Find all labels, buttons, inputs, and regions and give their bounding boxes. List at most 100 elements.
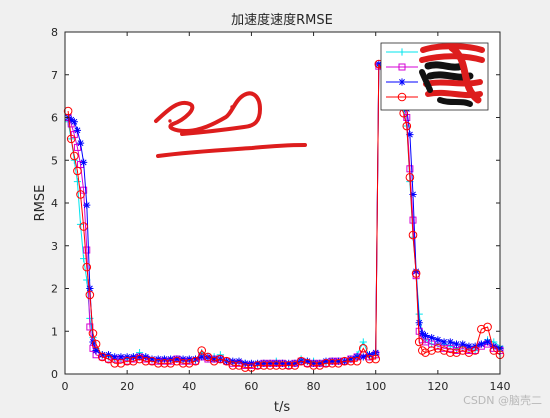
series-4-point (66, 134, 76, 144)
legend-entry-3 (386, 78, 418, 86)
y-tick-label: 7 (51, 69, 58, 82)
series-3-point (260, 359, 268, 367)
series-4-point (191, 356, 200, 366)
series-3-point (322, 357, 330, 365)
legend-scribble-black-2 (419, 69, 473, 107)
series-4-point (166, 359, 175, 368)
series-4-point (209, 356, 219, 366)
series-3-point (191, 355, 200, 363)
series-4-point (352, 356, 362, 366)
series-4-point (371, 354, 381, 364)
series-4-point (135, 354, 144, 364)
series-4-point (228, 361, 238, 370)
series-4-point (321, 359, 331, 368)
series-4-point (445, 348, 455, 357)
x-tick-label: 140 (490, 380, 511, 393)
series-3-point (278, 359, 287, 367)
series-4-point (427, 346, 436, 355)
series-4-point (82, 262, 92, 272)
series-4-point (358, 344, 368, 353)
series-4-line (67, 63, 501, 369)
series-2-point (409, 216, 417, 224)
y-tick-label: 8 (51, 26, 58, 39)
series-4-point (290, 361, 300, 370)
series-3-point (477, 340, 485, 348)
series-4-point (464, 348, 474, 357)
series-3-point (409, 190, 417, 199)
series-3-point (309, 359, 318, 367)
series-4-point (203, 352, 213, 362)
series-4-point (184, 359, 194, 368)
series-4-point (402, 121, 412, 131)
series-4-point (172, 356, 182, 366)
series-3-point (483, 338, 492, 346)
x-tick-label: 60 (244, 380, 258, 393)
series-3-point (86, 284, 94, 293)
series-4-point (91, 339, 101, 349)
series-4-point (315, 361, 325, 370)
series-3-point (83, 201, 91, 209)
series-4-point (346, 356, 356, 366)
series-4-point (483, 322, 492, 332)
series-3-point (76, 139, 85, 147)
series-3-point (198, 353, 206, 361)
series-3-point (67, 116, 75, 124)
series-3-point (459, 340, 467, 348)
series-1-point (73, 178, 82, 186)
series-3-point (92, 346, 100, 355)
legend-entry-2 (386, 63, 418, 71)
chart-title: 加速度速度RMSE (231, 12, 333, 28)
y-tick-label: 4 (51, 197, 58, 210)
legend-scribble-red-3 (448, 44, 482, 104)
series-4-point (405, 173, 415, 182)
y-axis-label: RMSE (33, 185, 48, 222)
series-4-point (73, 166, 82, 176)
series-3-point (418, 329, 426, 337)
series-3-point (421, 331, 430, 340)
y-tick-label: 2 (51, 283, 58, 296)
x-tick-label: 20 (120, 380, 134, 393)
series-3-point (316, 359, 324, 367)
series-4-point (85, 290, 95, 300)
series-3-point (272, 359, 280, 367)
series-4-point (216, 354, 225, 364)
scribble-annotation (154, 91, 307, 158)
axis-ticks: 0 20 40 60 80 100 120 140 0 1 2 3 4 5 6 7 8 (51, 26, 511, 393)
series-4-point (452, 348, 461, 357)
series-4 (63, 59, 505, 372)
series-4-point (63, 106, 73, 116)
series-4-point (433, 344, 443, 353)
series-4-point (141, 356, 151, 366)
series-3-point (434, 336, 442, 344)
legend-swatch-marker (398, 48, 406, 56)
x-tick-label: 0 (62, 380, 69, 393)
series-4-point (489, 346, 499, 355)
series-4-point (197, 346, 207, 355)
series-4-point (439, 346, 449, 355)
series-4-point (296, 356, 306, 366)
scribble-stroke-1 (154, 91, 262, 136)
y-tick-label: 1 (51, 325, 58, 338)
series-3-point (452, 340, 461, 348)
series-4-point (470, 346, 480, 355)
series-3-point (303, 357, 311, 365)
series-3-point (98, 351, 106, 359)
legend-swatch-marker (398, 78, 406, 86)
series-3-point (70, 118, 78, 126)
series-3-point (465, 342, 473, 350)
series-4-point (411, 269, 421, 278)
series-3-point (111, 353, 119, 361)
legend-redaction-scribble (419, 43, 485, 107)
y-tick-label: 0 (51, 368, 58, 381)
scribble-stroke-2 (156, 143, 307, 158)
series-4-point (458, 346, 468, 355)
x-tick-label: 120 (427, 380, 448, 393)
y-tick-label: 5 (51, 154, 58, 167)
legend-swatch-marker (397, 92, 407, 102)
series-3-point (328, 357, 336, 365)
series-2-point (83, 246, 91, 254)
series-3-point (285, 359, 293, 367)
series-4-point (97, 352, 107, 362)
series-4-point (88, 329, 98, 338)
